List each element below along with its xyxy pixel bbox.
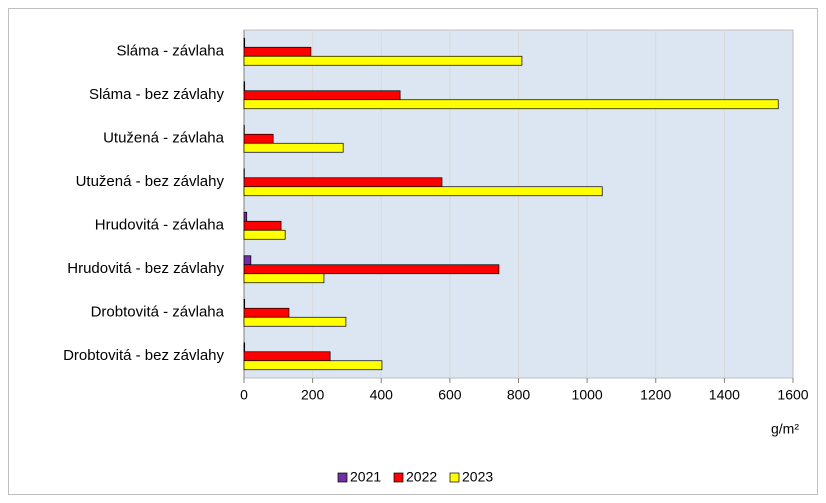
x-tick-label: 1600 [777, 387, 808, 403]
bar [243, 133, 274, 144]
y-tick-label: Utužená - bez závlahy [76, 173, 225, 190]
bar [243, 211, 248, 222]
bar [243, 351, 331, 362]
bar [243, 229, 286, 240]
x-tick-label: 600 [438, 387, 462, 403]
x-tick-label: 1400 [709, 387, 740, 403]
bar [243, 220, 282, 231]
legend-label: 2021 [350, 469, 381, 485]
y-tick-label: Sláma - bez závlahy [89, 86, 225, 103]
x-tick-label: 200 [301, 387, 325, 403]
bar [243, 46, 312, 57]
x-tick-label: 1200 [640, 387, 671, 403]
y-tick-label: Hrudovitá - bez závlahy [67, 260, 224, 277]
bar [243, 99, 779, 110]
x-tick-label: 800 [507, 387, 531, 403]
legend-swatch [337, 472, 348, 483]
bar [243, 255, 252, 266]
bar [243, 307, 290, 318]
legend-label: 2022 [406, 469, 437, 485]
bar [243, 81, 246, 92]
x-axis-label: g/m² [771, 421, 799, 437]
bar [243, 177, 443, 188]
bar [243, 37, 246, 48]
bar [243, 273, 325, 284]
y-tick-label: Sláma - závlaha [116, 43, 224, 60]
x-tick-label: 400 [370, 387, 394, 403]
bar [243, 316, 347, 327]
bar [243, 342, 246, 353]
y-tick-label: Utužená - závlaha [103, 130, 225, 147]
bar [243, 90, 401, 101]
legend-label: 2023 [462, 469, 493, 485]
y-tick-label: Drobtovitá - bez závlahy [63, 347, 224, 364]
y-tick-label: Hrudovitá - závlaha [95, 217, 225, 234]
x-tick-label: 0 [240, 387, 248, 403]
bar [243, 142, 344, 153]
x-tick-label: 1000 [572, 387, 603, 403]
bar [243, 55, 523, 66]
bar [243, 298, 246, 309]
bar [243, 360, 383, 371]
y-tick-label: Drobtovitá - závlaha [91, 304, 225, 321]
bar [243, 186, 603, 197]
legend-swatch [449, 472, 460, 483]
legend-swatch [393, 472, 404, 483]
bar [243, 264, 500, 275]
